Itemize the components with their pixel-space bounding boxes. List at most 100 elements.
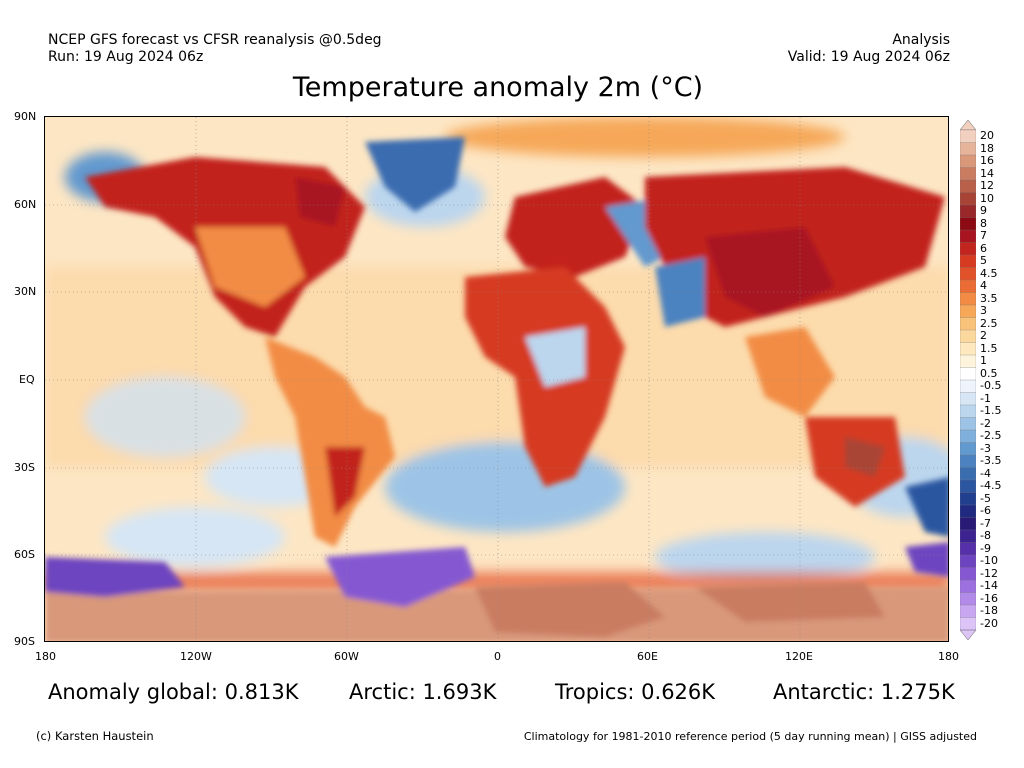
colorbar-tick-label: 1.5 <box>980 341 998 355</box>
colorbar-swatch <box>960 354 976 368</box>
colorbar-tick-label: -2 <box>980 416 991 430</box>
colorbar <box>960 120 976 640</box>
colorbar-swatch <box>960 454 976 468</box>
colorbar-swatch <box>960 329 976 343</box>
colorbar-swatch <box>960 442 976 456</box>
colorbar-top-arrow <box>960 120 976 131</box>
colorbar-swatch <box>960 429 976 443</box>
colorbar-tick-label: -3.5 <box>980 454 1002 468</box>
colorbar-tick-label: 8 <box>980 216 987 230</box>
colorbar-swatch <box>960 517 976 531</box>
colorbar-swatch <box>960 154 976 168</box>
colorbar-swatch <box>960 379 976 393</box>
colorbar-swatch <box>960 167 976 181</box>
colorbar-swatch <box>960 292 976 306</box>
colorbar-tick-label: 1 <box>980 354 987 368</box>
colorbar-swatch <box>960 554 976 568</box>
lat-label: 30S <box>14 461 35 474</box>
page-title: Temperature anomaly 2m (°C) <box>292 72 704 103</box>
antarctic-anomaly: Antarctic: 1.275K <box>773 680 955 704</box>
lon-label: 60W <box>334 650 359 663</box>
colorbar-swatch <box>960 567 976 581</box>
colorbar-swatch <box>960 367 976 381</box>
colorbar-tick-label: 18 <box>980 141 994 155</box>
lon-label: 120W <box>180 650 212 663</box>
colorbar-tick-label: -12 <box>980 566 998 580</box>
lat-label: 60N <box>14 198 37 211</box>
colorbar-tick-label: -4 <box>980 466 991 480</box>
colorbar-tick-label: -1.5 <box>980 404 1002 418</box>
colorbar-swatch <box>960 617 976 631</box>
lon-label: 120E <box>785 650 813 663</box>
colorbar-swatch <box>960 179 976 193</box>
colorbar-swatch <box>960 304 976 318</box>
colorbar-swatch <box>960 317 976 331</box>
colorbar-swatch <box>960 129 976 143</box>
colorbar-tick-label: 14 <box>980 166 994 180</box>
colorbar-swatch <box>960 592 976 606</box>
lon-label: 180 <box>35 650 56 663</box>
colorbar-tick-label: -2.5 <box>980 429 1002 443</box>
colorbar-swatch <box>960 217 976 231</box>
colorbar-tick-label: 20 <box>980 129 994 143</box>
colorbar-swatch <box>960 529 976 543</box>
lon-label: 0 <box>494 650 501 663</box>
colorbar-swatch <box>960 204 976 218</box>
colorbar-swatch <box>960 242 976 256</box>
lat-label: 30N <box>14 285 37 298</box>
analysis-label: Analysis <box>892 32 950 48</box>
colorbar-tick-label: -10 <box>980 554 998 568</box>
colorbar-tick-label: 0.5 <box>980 366 998 380</box>
colorbar-tick-label: -5 <box>980 491 991 505</box>
colorbar-swatch <box>960 279 976 293</box>
run-time: Run: 19 Aug 2024 06z <box>48 49 204 65</box>
valid-time: Valid: 19 Aug 2024 06z <box>787 49 950 65</box>
colorbar-tick-label: -16 <box>980 591 998 605</box>
colorbar-bottom-arrow <box>960 629 976 640</box>
lat-label: EQ <box>19 373 35 386</box>
colorbar-tick-label: 16 <box>980 154 994 168</box>
colorbar-swatch <box>960 604 976 618</box>
colorbar-tick-label: 4 <box>980 279 987 293</box>
colorbar-tick-label: 7 <box>980 229 987 243</box>
colorbar-swatch <box>960 404 976 418</box>
colorbar-swatch <box>960 579 976 593</box>
colorbar-swatch <box>960 229 976 243</box>
colorbar-swatch <box>960 479 976 493</box>
colorbar-tick-label: -7 <box>980 516 991 530</box>
colorbar-tick-label: -20 <box>980 616 998 630</box>
colorbar-tick-label: 6 <box>980 241 987 255</box>
colorbar-swatch <box>960 467 976 481</box>
colorbar-tick-label: -18 <box>980 604 998 618</box>
colorbar-tick-label: 10 <box>980 191 994 205</box>
anomaly-map <box>44 116 949 642</box>
lon-label: 180 <box>938 650 959 663</box>
colorbar-tick-label: 5 <box>980 254 987 268</box>
colorbar-tick-label: 3 <box>980 304 987 318</box>
colorbar-tick-label: -9 <box>980 541 991 555</box>
colorbar-swatch <box>960 492 976 506</box>
colorbar-tick-label: -0.5 <box>980 379 1002 393</box>
colorbar-tick-label: 2 <box>980 329 987 343</box>
global-anomaly: Anomaly global: 0.813K <box>48 680 299 704</box>
model-description: NCEP GFS forecast vs CFSR reanalysis @0.… <box>48 32 382 48</box>
arctic-anomaly: Arctic: 1.693K <box>349 680 497 704</box>
colorbar-swatch <box>960 254 976 268</box>
colorbar-swatch <box>960 342 976 356</box>
colorbar-tick-label: -8 <box>980 529 991 543</box>
colorbar-tick-label: -4.5 <box>980 479 1002 493</box>
colorbar-swatch <box>960 267 976 281</box>
lat-label: 60S <box>14 548 35 561</box>
colorbar-tick-label: 4.5 <box>980 266 998 280</box>
lat-label: 90S <box>14 635 35 648</box>
colorbar-swatch <box>960 504 976 518</box>
colorbar-tick-label: -14 <box>980 579 998 593</box>
colorbar-swatch <box>960 392 976 406</box>
colorbar-tick-label: 2.5 <box>980 316 998 330</box>
colorbar-tick-label: -1 <box>980 391 991 405</box>
credit: (c) Karsten Haustein <box>36 729 154 743</box>
lon-label: 60E <box>637 650 658 663</box>
colorbar-tick-label: 9 <box>980 204 987 218</box>
colorbar-swatch <box>960 142 976 156</box>
colorbar-tick-label: -6 <box>980 504 991 518</box>
